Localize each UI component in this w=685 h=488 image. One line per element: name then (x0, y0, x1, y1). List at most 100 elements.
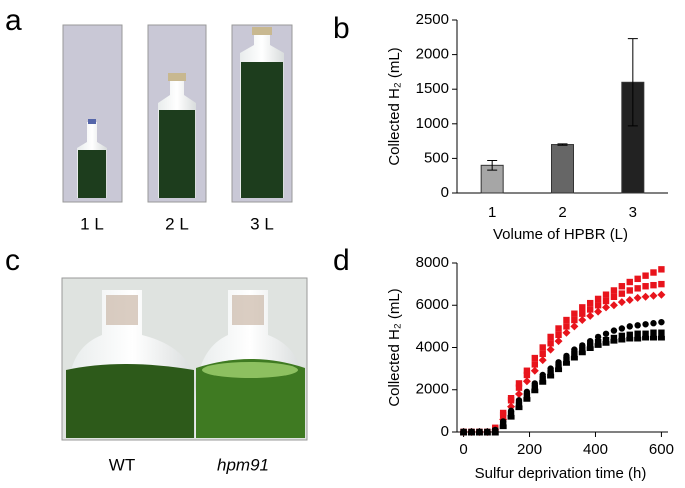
marker (546, 345, 555, 354)
marker (634, 330, 641, 337)
marker (555, 364, 563, 373)
marker (650, 329, 657, 336)
y-tick-label: 1500 (416, 80, 449, 97)
marker (618, 290, 626, 297)
marker (602, 330, 610, 337)
marker (586, 299, 594, 307)
marker (625, 295, 634, 304)
marker (650, 320, 657, 327)
marker (626, 278, 633, 286)
marker (547, 333, 554, 341)
culture (196, 359, 305, 438)
x-axis-label: Volume of HPBR (L) (493, 226, 628, 243)
marker (563, 323, 570, 330)
photo-caption: hpm91 (217, 455, 269, 474)
photo-c (61, 277, 308, 441)
marker (602, 338, 610, 346)
y-tick-label: 2500 (416, 11, 449, 28)
marker (602, 291, 610, 298)
marker (468, 428, 476, 436)
y-axis-label: Collected H₂ (mL) (386, 47, 403, 165)
y-tick-label: 4000 (416, 338, 449, 355)
marker (579, 304, 586, 311)
panel-label: c (5, 244, 20, 277)
marker (602, 303, 611, 312)
marker (547, 340, 554, 347)
marker (475, 428, 483, 436)
photo-caption: 1 L (80, 214, 104, 233)
stopper (106, 295, 138, 325)
y-tick-label: 500 (424, 149, 449, 166)
marker (539, 377, 547, 385)
marker (515, 384, 523, 391)
panel-label: b (333, 12, 350, 45)
marker (523, 394, 531, 402)
y-tick-label: 0 (441, 423, 449, 440)
marker (514, 389, 523, 398)
marker (571, 310, 578, 317)
marker (634, 322, 641, 329)
marker (515, 380, 523, 387)
marker (634, 285, 641, 292)
marker (610, 327, 618, 334)
marker (618, 283, 626, 290)
marker (658, 318, 665, 326)
marker (642, 272, 649, 279)
culture (66, 364, 194, 438)
marker (507, 397, 515, 404)
marker (617, 298, 626, 307)
marker (594, 295, 602, 303)
x-tick-label: 600 (649, 441, 674, 458)
marker (578, 316, 587, 325)
marker (649, 332, 657, 341)
marker (531, 361, 539, 368)
marker (562, 358, 570, 366)
marker (609, 301, 618, 310)
marker (594, 307, 603, 316)
culture (78, 150, 106, 198)
photo-a (62, 24, 293, 203)
bar (551, 144, 574, 194)
x-axis-label: Sulfur deprivation time (h) (475, 465, 647, 482)
marker (523, 367, 531, 374)
marker (539, 344, 546, 351)
x-tick-label: 3 (629, 204, 637, 221)
x-tick-label: 0 (459, 441, 467, 458)
marker (594, 333, 602, 341)
marker (657, 332, 665, 341)
marker (610, 287, 618, 294)
marker (633, 293, 642, 302)
marker (460, 428, 468, 436)
marker (650, 281, 657, 289)
photo-caption: 3 L (250, 214, 274, 233)
cap (168, 73, 186, 81)
marker (626, 323, 633, 330)
marker (547, 370, 555, 379)
error-bar (627, 38, 638, 127)
marker (634, 275, 641, 283)
marker (658, 280, 665, 288)
error-bar (557, 143, 568, 146)
y-tick-label: 1000 (416, 115, 449, 132)
marker (626, 287, 633, 294)
marker (578, 347, 586, 356)
marker (491, 428, 499, 436)
marker (562, 328, 571, 337)
marker (515, 402, 523, 411)
x-tick-label: 200 (517, 441, 542, 458)
marker (586, 311, 595, 320)
marker (649, 291, 658, 300)
marker (642, 283, 649, 290)
marker (594, 340, 602, 348)
marker (579, 310, 586, 317)
marker (571, 316, 578, 324)
marker (626, 333, 634, 342)
marker (499, 411, 507, 419)
x-tick-label: 1 (488, 204, 496, 221)
marker (523, 371, 531, 379)
marker (586, 306, 594, 313)
marker (586, 343, 594, 351)
marker (570, 322, 579, 331)
y-tick-label: 0 (441, 184, 449, 201)
photo-caption: WT (109, 455, 135, 474)
